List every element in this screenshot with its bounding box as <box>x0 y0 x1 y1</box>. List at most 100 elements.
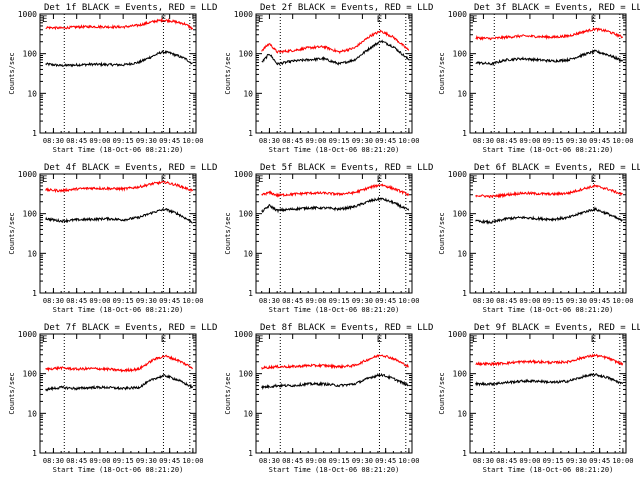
y-tick-label: 10 <box>27 409 37 418</box>
panel-det-7: Det 7f BLACK = Events, RED = LLD 1 10 100 10… <box>8 323 217 474</box>
panel-title: Det 4f BLACK = Events, RED = LLD <box>44 163 217 173</box>
x-tick-label: 09:15 <box>543 457 564 465</box>
y-tick-label: 100 <box>453 50 468 59</box>
x-tick-label: 09:00 <box>89 137 110 145</box>
series-line-lld <box>475 27 624 41</box>
y-tick-label: 1000 <box>234 330 253 339</box>
series-line-events <box>261 372 409 391</box>
series-line-lld <box>261 183 410 198</box>
x-tick-label: 08:30 <box>473 297 494 305</box>
y-tick-label: 10 <box>243 409 253 418</box>
marker-label: E <box>591 15 596 25</box>
panel-det-2: Det 2f BLACK = Events, RED = LLD 1 10 100 10… <box>224 3 433 154</box>
panel-det-9: Det 9f BLACK = Events, RED = LLD 1 10 100 10… <box>438 323 640 474</box>
series-line-events <box>45 207 193 224</box>
x-tick-label: 08:30 <box>259 457 280 465</box>
plot-frame <box>39 333 197 454</box>
x-tick-label: 09:15 <box>113 137 134 145</box>
y-tick-label: 1000 <box>234 10 253 19</box>
y-tick-label: 100 <box>23 210 38 219</box>
series-line-events <box>475 206 623 225</box>
marker-label: E <box>42 175 47 185</box>
panel-det-3: Det 3f BLACK = Events, RED = LLD 1 10 100 10… <box>438 3 640 154</box>
x-tick-label: 10:00 <box>182 457 203 465</box>
marker-label: E <box>472 175 477 185</box>
x-tick-label: 09:15 <box>113 297 134 305</box>
x-tick-label: 08:45 <box>282 457 303 465</box>
x-tick-label: 09:15 <box>329 137 350 145</box>
marker-label: E <box>472 335 477 345</box>
series-line-events <box>261 196 410 214</box>
y-tick-label: 1 <box>248 129 253 138</box>
x-tick-label: 10:00 <box>398 297 419 305</box>
x-tick-label: 09:30 <box>566 457 587 465</box>
x-tick-label: 09:45 <box>375 137 396 145</box>
marker-label: E <box>42 15 47 25</box>
x-tick-label: 09:45 <box>375 297 396 305</box>
marker-label: E <box>591 335 596 345</box>
y-axis-label: Counts/sec <box>224 372 232 414</box>
x-tick-label: 10:00 <box>398 137 419 145</box>
x-axis-label: Start Time (18-Oct-06 08:21:20) <box>269 466 400 474</box>
panel-det-4: Det 4f BLACK = Events, RED = LLD 1 10 100 10… <box>8 163 217 314</box>
plot-frame <box>39 173 197 294</box>
x-tick-label: 09:15 <box>329 457 350 465</box>
y-tick-label: 100 <box>23 50 38 59</box>
plot-frame <box>255 173 413 294</box>
series-line-lld <box>45 354 194 373</box>
y-axis-label: Counts/sec <box>438 52 446 94</box>
y-tick-label: 10 <box>243 89 253 98</box>
x-axis-label: Start Time (18-Oct-06 08:21:20) <box>483 306 614 314</box>
x-axis-label: Start Time (18-Oct-06 08:21:20) <box>53 306 184 314</box>
series-line-lld <box>475 353 624 367</box>
y-tick-label: 10 <box>457 89 467 98</box>
x-tick-label: 09:30 <box>352 457 373 465</box>
x-tick-label: 08:30 <box>259 137 280 145</box>
x-tick-label: 09:15 <box>543 297 564 305</box>
x-tick-label: 10:00 <box>182 297 203 305</box>
y-tick-label: 1000 <box>448 170 467 179</box>
series-line-lld <box>45 180 194 194</box>
y-tick-label: 10 <box>27 249 37 258</box>
x-axis-label: Start Time (18-Oct-06 08:21:20) <box>53 466 184 474</box>
x-axis-label: Start Time (18-Oct-06 08:21:20) <box>483 466 614 474</box>
series-line-lld <box>261 29 410 55</box>
plot-frame <box>255 13 413 134</box>
y-tick-label: 100 <box>453 370 468 379</box>
panel-title: Det 3f BLACK = Events, RED = LLD <box>474 3 640 13</box>
x-tick-label: 09:00 <box>89 457 110 465</box>
x-tick-label: 09:30 <box>136 137 157 145</box>
x-tick-label: 08:45 <box>496 137 517 145</box>
y-tick-label: 1 <box>248 449 253 458</box>
x-tick-label: 09:30 <box>136 457 157 465</box>
plot-frame <box>469 173 627 294</box>
x-tick-label: 10:00 <box>612 457 633 465</box>
y-axis-label: Counts/sec <box>438 372 446 414</box>
marker-label: E <box>258 15 263 25</box>
y-tick-label: 100 <box>239 50 254 59</box>
x-tick-label: 08:45 <box>66 457 87 465</box>
y-tick-label: 1000 <box>234 170 253 179</box>
panel-title: Det 2f BLACK = Events, RED = LLD <box>260 3 433 13</box>
x-tick-label: 09:00 <box>89 297 110 305</box>
panel-det-8: Det 8f BLACK = Events, RED = LLD 1 10 100 10… <box>224 323 433 474</box>
series-line-events <box>261 39 410 66</box>
x-tick-label: 08:45 <box>66 297 87 305</box>
x-tick-label: 09:45 <box>159 297 180 305</box>
x-tick-label: 09:15 <box>329 297 350 305</box>
x-tick-label: 08:45 <box>66 137 87 145</box>
panel-title: Det 1f BLACK = Events, RED = LLD <box>44 3 217 13</box>
marker-label: E <box>377 335 382 345</box>
marker-label: E <box>258 175 263 185</box>
x-tick-label: 09:15 <box>113 457 134 465</box>
x-tick-label: 08:45 <box>282 297 303 305</box>
y-tick-label: 10 <box>27 89 37 98</box>
marker-label: E <box>591 175 596 185</box>
y-tick-label: 1 <box>248 289 253 298</box>
marker-label: E <box>377 15 382 25</box>
x-tick-label: 09:00 <box>305 297 326 305</box>
panel-det-5: Det 5f BLACK = Events, RED = LLD 1 10 100 10… <box>224 163 433 314</box>
x-axis-label: Start Time (18-Oct-06 08:21:20) <box>269 146 400 154</box>
